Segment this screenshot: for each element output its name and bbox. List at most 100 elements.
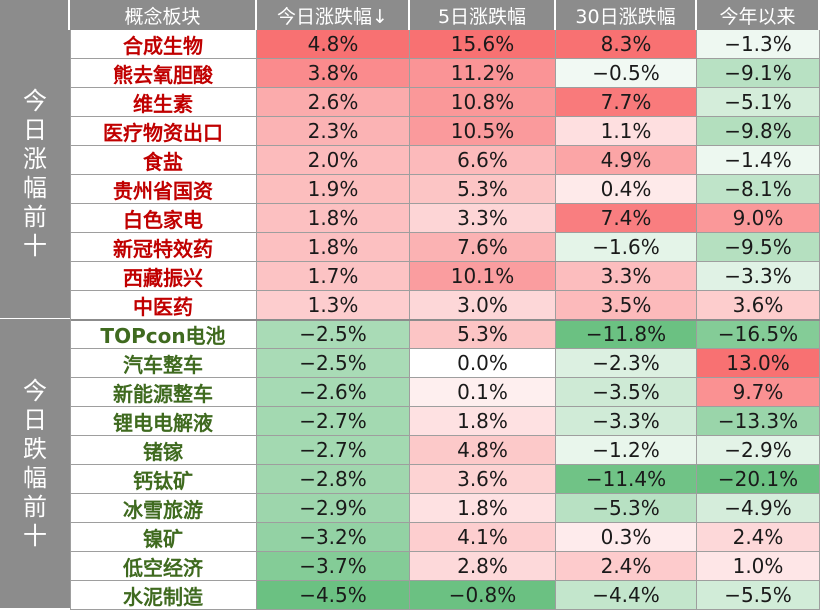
- ytd-change-value: 3.6%: [697, 291, 820, 320]
- today-change-value: −2.7%: [257, 436, 410, 465]
- ytd-change-value: −1.4%: [697, 146, 820, 175]
- sector-name: 医疗物资出口: [70, 117, 257, 146]
- five-day-change-value: 11.2%: [410, 59, 556, 88]
- today-change-value: −2.9%: [257, 494, 410, 523]
- thirty-day-change-value: 7.4%: [556, 204, 697, 233]
- ytd-change-value: −2.9%: [697, 436, 820, 465]
- sector-name: 熊去氧胆酸: [70, 59, 257, 88]
- group-divider: [0, 319, 820, 321]
- thirty-day-change-value: −1.6%: [556, 233, 697, 262]
- five-day-change-value: 3.6%: [410, 465, 556, 494]
- sector-name: 西藏振兴: [70, 262, 257, 291]
- thirty-day-change-value: −1.2%: [556, 436, 697, 465]
- group-label-losers: 今日跌幅前十: [0, 320, 70, 610]
- thirty-day-change-value: 3.3%: [556, 262, 697, 291]
- today-change-value: 1.9%: [257, 175, 410, 204]
- ytd-change-value: −9.5%: [697, 233, 820, 262]
- today-change-value: 2.0%: [257, 146, 410, 175]
- ytd-change-value: −16.5%: [697, 320, 820, 349]
- sector-name: 水泥制造: [70, 581, 257, 610]
- ytd-change-value: −5.5%: [697, 581, 820, 610]
- today-change-value: 1.3%: [257, 291, 410, 320]
- thirty-day-change-value: 3.5%: [556, 291, 697, 320]
- group-label-text: 今日跌幅前十: [23, 377, 47, 550]
- today-change-value: 1.8%: [257, 204, 410, 233]
- ytd-change-value: −3.3%: [697, 262, 820, 291]
- five-day-change-value: 1.8%: [410, 407, 556, 436]
- today-change-value: 1.7%: [257, 262, 410, 291]
- sector-name: 新冠特效药: [70, 233, 257, 262]
- five-day-change-value: 1.8%: [410, 494, 556, 523]
- thirty-day-change-value: 0.3%: [556, 523, 697, 552]
- sector-name: 合成生物: [70, 30, 257, 59]
- five-day-change-value: 2.8%: [410, 552, 556, 581]
- sector-name: 白色家电: [70, 204, 257, 233]
- five-day-change-value: 10.1%: [410, 262, 556, 291]
- five-day-change-value: 4.1%: [410, 523, 556, 552]
- ytd-change-value: 9.7%: [697, 378, 820, 407]
- ytd-change-value: −13.3%: [697, 407, 820, 436]
- five-day-change-value: 5.3%: [410, 320, 556, 349]
- thirty-day-change-value: −11.8%: [556, 320, 697, 349]
- five-day-change-value: 7.6%: [410, 233, 556, 262]
- sector-name: 锂电电解液: [70, 407, 257, 436]
- five-day-change-value: 4.8%: [410, 436, 556, 465]
- header-corner: [0, 0, 70, 30]
- five-day-change-value: 3.3%: [410, 204, 556, 233]
- ytd-change-value: −8.1%: [697, 175, 820, 204]
- sector-name: 低空经济: [70, 552, 257, 581]
- header-thirty-day-change: 30日涨跌幅: [556, 0, 697, 30]
- five-day-change-value: 3.0%: [410, 291, 556, 320]
- today-change-value: −3.7%: [257, 552, 410, 581]
- thirty-day-change-value: 1.1%: [556, 117, 697, 146]
- thirty-day-change-value: −4.4%: [556, 581, 697, 610]
- group-label-gainers: 今日涨幅前十: [0, 30, 70, 320]
- today-change-value: 2.6%: [257, 88, 410, 117]
- five-day-change-value: 0.0%: [410, 349, 556, 378]
- sector-name: 贵州省国资: [70, 175, 257, 204]
- thirty-day-change-value: −3.5%: [556, 378, 697, 407]
- five-day-change-value: 10.8%: [410, 88, 556, 117]
- today-change-value: −4.5%: [257, 581, 410, 610]
- thirty-day-change-value: 0.4%: [556, 175, 697, 204]
- today-change-value: −3.2%: [257, 523, 410, 552]
- ytd-change-value: 13.0%: [697, 349, 820, 378]
- today-change-value: −2.5%: [257, 349, 410, 378]
- thirty-day-change-value: −2.3%: [556, 349, 697, 378]
- five-day-change-value: 5.3%: [410, 175, 556, 204]
- sector-name: 汽车整车: [70, 349, 257, 378]
- ytd-change-value: −9.8%: [697, 117, 820, 146]
- sector-name: 冰雪旅游: [70, 494, 257, 523]
- sector-name: 锗镓: [70, 436, 257, 465]
- five-day-change-value: 0.1%: [410, 378, 556, 407]
- thirty-day-change-value: 2.4%: [556, 552, 697, 581]
- thirty-day-change-value: −11.4%: [556, 465, 697, 494]
- five-day-change-value: 6.6%: [410, 146, 556, 175]
- header-today-change: 今日涨跌幅↓: [257, 0, 410, 30]
- five-day-change-value: 15.6%: [410, 30, 556, 59]
- header-name-col: 概念板块: [70, 0, 257, 30]
- sector-name: 中医药: [70, 291, 257, 320]
- today-change-value: −2.8%: [257, 465, 410, 494]
- ytd-change-value: −4.9%: [697, 494, 820, 523]
- five-day-change-value: 10.5%: [410, 117, 556, 146]
- ytd-change-value: −20.1%: [697, 465, 820, 494]
- group-label-text: 今日涨幅前十: [23, 87, 47, 260]
- thirty-day-change-value: −3.3%: [556, 407, 697, 436]
- header-ytd-change: 今年以来: [697, 0, 820, 30]
- sector-name: TOPcon电池: [70, 320, 257, 349]
- thirty-day-change-value: −5.3%: [556, 494, 697, 523]
- today-change-value: 2.3%: [257, 117, 410, 146]
- ytd-change-value: 1.0%: [697, 552, 820, 581]
- ytd-change-value: −5.1%: [697, 88, 820, 117]
- today-change-value: −2.5%: [257, 320, 410, 349]
- today-change-value: −2.6%: [257, 378, 410, 407]
- ytd-change-value: 9.0%: [697, 204, 820, 233]
- ytd-change-value: −1.3%: [697, 30, 820, 59]
- header-five-day-change: 5日涨跌幅: [410, 0, 556, 30]
- sector-name: 镍矿: [70, 523, 257, 552]
- thirty-day-change-value: 8.3%: [556, 30, 697, 59]
- ytd-change-value: −9.1%: [697, 59, 820, 88]
- sector-name: 新能源整车: [70, 378, 257, 407]
